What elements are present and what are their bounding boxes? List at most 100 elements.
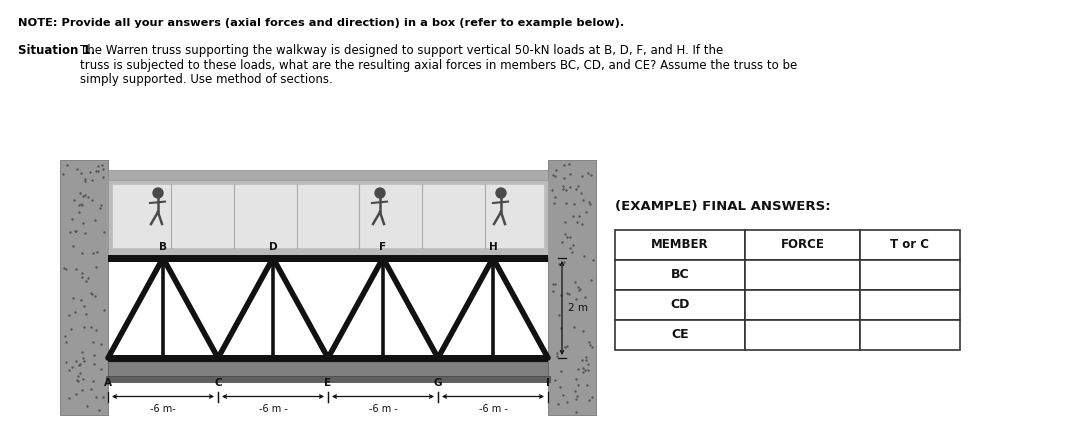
- Point: [549, 353, 566, 360]
- Point: [569, 284, 586, 290]
- Point: [94, 165, 111, 172]
- Point: [565, 201, 582, 208]
- Point: [546, 193, 564, 200]
- Point: [82, 386, 99, 393]
- Point: [86, 217, 104, 224]
- Bar: [108, 354, 548, 362]
- Point: [577, 353, 594, 360]
- Point: [553, 325, 570, 332]
- Point: [71, 361, 89, 368]
- Point: [581, 342, 598, 349]
- Point: [556, 174, 573, 181]
- Point: [583, 344, 600, 351]
- Point: [580, 169, 597, 176]
- Point: [63, 215, 80, 222]
- Point: [582, 276, 599, 283]
- Point: [58, 162, 76, 168]
- Point: [570, 286, 588, 293]
- Point: [546, 173, 564, 179]
- Point: [66, 196, 83, 203]
- Point: [72, 170, 90, 176]
- Point: [90, 407, 107, 414]
- Point: [84, 250, 102, 257]
- Point: [57, 338, 75, 345]
- Point: [70, 362, 87, 369]
- Point: [544, 187, 562, 194]
- Bar: [745, 290, 860, 320]
- Point: [86, 167, 104, 174]
- Bar: [615, 290, 745, 320]
- Bar: [108, 170, 548, 180]
- Bar: [860, 260, 960, 290]
- Point: [580, 397, 597, 403]
- Bar: [60, 160, 108, 415]
- Point: [558, 234, 576, 241]
- Point: [95, 307, 112, 314]
- Point: [67, 309, 84, 316]
- Bar: [112, 184, 544, 248]
- Circle shape: [375, 188, 384, 198]
- Point: [544, 287, 562, 294]
- Bar: [108, 362, 548, 376]
- Point: [573, 368, 591, 375]
- Text: FORCE: FORCE: [781, 238, 824, 252]
- Point: [562, 170, 579, 177]
- Point: [564, 212, 581, 219]
- Point: [567, 376, 584, 383]
- Point: [83, 290, 100, 297]
- Text: CE: CE: [671, 328, 689, 341]
- Point: [71, 370, 89, 377]
- Point: [68, 358, 85, 365]
- Text: simply supported. Use method of sections.: simply supported. Use method of sections…: [80, 73, 333, 86]
- Point: [569, 183, 586, 189]
- Point: [90, 162, 107, 169]
- Text: -6 m -: -6 m -: [368, 403, 397, 414]
- Point: [62, 325, 79, 332]
- Point: [580, 198, 597, 205]
- Point: [566, 323, 583, 330]
- Point: [70, 373, 87, 380]
- Bar: [108, 180, 548, 256]
- Point: [87, 327, 105, 334]
- Bar: [860, 230, 960, 260]
- Bar: [745, 230, 860, 260]
- Bar: [548, 160, 596, 415]
- Point: [581, 201, 598, 208]
- Point: [557, 187, 575, 193]
- Point: [71, 189, 89, 196]
- Text: E: E: [324, 378, 332, 387]
- Point: [85, 361, 103, 368]
- Point: [561, 161, 578, 168]
- Point: [572, 189, 590, 196]
- Text: D: D: [269, 241, 278, 252]
- Point: [561, 234, 578, 241]
- Point: [69, 378, 86, 385]
- Point: [570, 213, 588, 220]
- Point: [583, 393, 600, 400]
- Point: [580, 338, 597, 345]
- Text: T or C: T or C: [891, 238, 930, 252]
- Text: I: I: [546, 378, 550, 387]
- Point: [83, 289, 100, 296]
- Bar: [745, 320, 860, 350]
- Point: [81, 168, 98, 175]
- Point: [546, 377, 564, 384]
- Point: [569, 219, 586, 226]
- Point: [554, 182, 571, 189]
- Text: MEMBER: MEMBER: [651, 238, 708, 252]
- Point: [551, 384, 568, 390]
- Text: -6 m -: -6 m -: [478, 403, 508, 414]
- Point: [92, 205, 109, 211]
- Point: [57, 266, 75, 273]
- Point: [54, 171, 71, 178]
- Point: [78, 311, 95, 318]
- Point: [77, 230, 94, 236]
- Point: [72, 200, 90, 207]
- Text: The Warren truss supporting the walkway is designed to support vertical 50-kN lo: The Warren truss supporting the walkway …: [80, 44, 724, 57]
- Point: [62, 229, 79, 235]
- Point: [85, 352, 103, 358]
- Point: [567, 408, 584, 415]
- Point: [87, 264, 105, 271]
- Point: [558, 290, 576, 297]
- Point: [64, 295, 81, 301]
